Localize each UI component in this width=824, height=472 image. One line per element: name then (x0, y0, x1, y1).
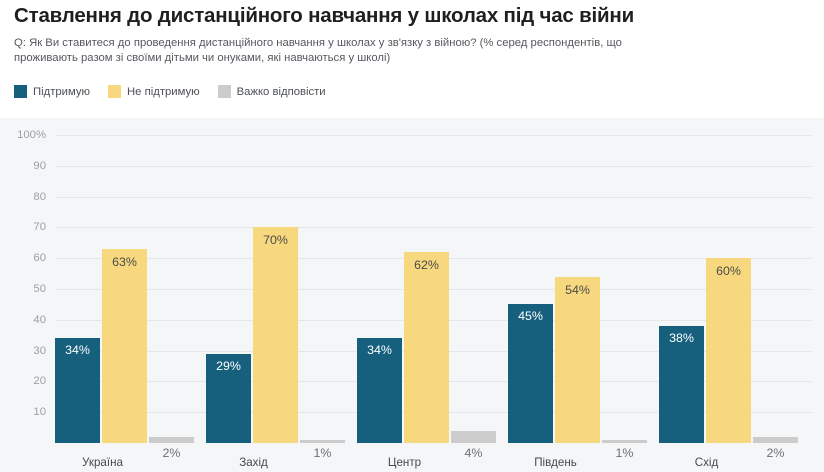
y-axis-tick-label: 50 (33, 283, 46, 295)
subtitle-line-2: проживають разом зі своїми дітьми чи ону… (14, 51, 391, 64)
bar-value-label: 1% (615, 446, 634, 460)
bar-value-label: 70% (263, 233, 288, 248)
y-axis-tick-label: 40 (33, 313, 46, 326)
y-axis-tick-label: 60 (33, 252, 46, 265)
subtitle-line-1: Q: Як Ви ставитеся до проведення дистанц… (14, 37, 622, 49)
y-axis-tick-label: 10 (33, 406, 46, 419)
bar[interactable]: 29% (206, 353, 251, 443)
legend-item-not-support[interactable]: Не підтримую (108, 85, 200, 98)
legend-label-hard-to-answer: Важко відповісти (236, 85, 326, 98)
bar[interactable]: 1% (300, 439, 345, 460)
gridline (57, 196, 812, 198)
x-axis-category-label: Центр (387, 456, 422, 469)
hard-to-answer-swatch (217, 85, 231, 98)
chart-legend: Підтримую Не підтримую Важко відповісти (14, 85, 326, 98)
bar[interactable]: 45% (508, 304, 553, 443)
bar[interactable]: 63% (102, 248, 147, 443)
bar-value-label: 60% (716, 264, 741, 279)
bar-value-label: 4% (464, 446, 483, 460)
bar[interactable]: 1% (602, 439, 647, 460)
bar-value-label: 45% (518, 309, 543, 324)
bar[interactable]: 34% (55, 338, 100, 443)
bar-value-label: 62% (414, 258, 439, 273)
bar-value-label: 2% (162, 446, 181, 460)
y-axis-tick-label: 30 (33, 344, 46, 357)
legend-item-hard-to-answer[interactable]: Важко відповісти (217, 85, 326, 98)
y-axis-tick-label: 20 (33, 375, 46, 388)
x-axis-category-label: Україна (82, 456, 123, 469)
bar[interactable]: 2% (753, 436, 798, 460)
plot-area: 100% 90 80 70 60 50 40 30 20 10 34% 63% 2% 29% 70% 1% 3… (0, 118, 824, 472)
gridline (57, 165, 812, 167)
gridline (57, 227, 812, 229)
bar-value-label: 1% (313, 446, 332, 460)
bar-value-label: 54% (565, 282, 590, 297)
y-axis-tick-label: 70 (33, 221, 46, 234)
x-axis-category-label: Захід (239, 456, 268, 469)
page-title: Ставлення до дистанційного навчання у шк… (14, 4, 635, 27)
bar[interactable]: 62% (404, 252, 449, 443)
not-support-swatch (108, 85, 122, 98)
bar[interactable]: 4% (451, 430, 496, 460)
bar[interactable]: 2% (149, 436, 194, 460)
bar-value-label: 2% (766, 446, 785, 460)
y-axis-tick-label: 100% (17, 129, 46, 141)
bar[interactable]: 60% (706, 258, 751, 443)
bar[interactable]: 34% (357, 338, 402, 443)
bar-value-label: 34% (367, 343, 392, 358)
bar-value-label: 29% (216, 358, 241, 373)
bar[interactable]: 54% (555, 276, 600, 443)
bar-value-label: 34% (65, 343, 90, 358)
y-axis-tick-label: 80 (33, 190, 46, 203)
bar[interactable]: 38% (659, 325, 704, 443)
support-swatch (14, 85, 27, 98)
x-axis-category-label: Південь (534, 456, 577, 469)
gridline (57, 135, 812, 136)
x-axis-category-label: Схід (694, 456, 719, 469)
y-axis-tick-label: 90 (33, 159, 46, 172)
bar-value-label: 38% (669, 330, 694, 345)
legend-label-not-support: Не підтримую (127, 85, 200, 98)
bar-value-label: 63% (112, 254, 137, 269)
chart-subtitle: Q: Як Ви ставитеся до проведення дистанц… (14, 36, 814, 65)
bar[interactable]: 70% (253, 227, 298, 443)
legend-item-support[interactable]: Підтримую (14, 85, 90, 98)
legend-label-support: Підтримую (33, 85, 91, 98)
